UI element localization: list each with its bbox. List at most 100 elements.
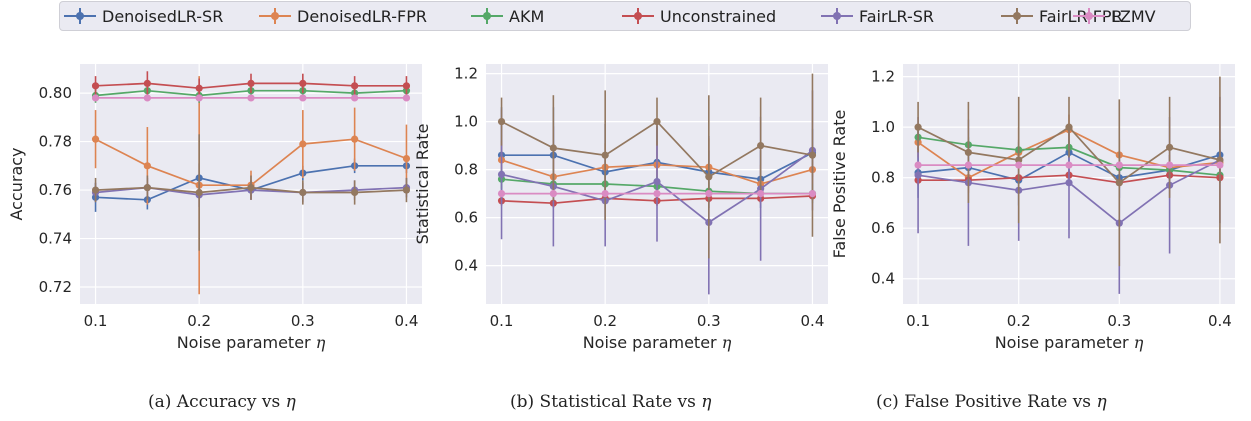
data-point <box>143 162 151 170</box>
data-point <box>653 118 661 126</box>
data-point <box>964 161 972 169</box>
legend-item-akm: AKM <box>471 2 544 30</box>
series-lzmv <box>914 161 1224 169</box>
data-point <box>1216 161 1224 169</box>
data-point <box>914 123 922 131</box>
data-point <box>1015 161 1023 169</box>
data-point <box>914 161 922 169</box>
y-tick-label: 1.0 <box>871 118 895 136</box>
caption-symbol: η <box>701 392 712 412</box>
legend-swatch <box>259 2 291 30</box>
x-tick-label: 0.3 <box>697 312 721 330</box>
data-point <box>757 190 765 198</box>
data-point <box>351 94 359 102</box>
legend-item-lzmv: LZMV <box>1073 2 1156 30</box>
legend-label: DenoisedLR-FPR <box>297 6 427 26</box>
x-tick-label: 0.2 <box>593 312 617 330</box>
data-point <box>143 94 151 102</box>
x-axis-label: Noise parameter η <box>995 333 1144 352</box>
data-point <box>914 171 922 179</box>
series-lzmv <box>497 190 817 198</box>
statistical-rate-chart: 0.4 0.6 0.8 1.0 1.2 0.1 0.2 0.3 0.4 Noise paramet… <box>413 64 828 352</box>
legend-item-denoisedlr-fpr: DenoisedLR-FPR <box>259 2 427 30</box>
data-point <box>402 186 411 194</box>
legend-label: AKM <box>509 6 545 26</box>
chart-legend: DenoisedLR-SR DenoisedLR-FPR AKM Unconstrai… <box>59 1 1191 31</box>
data-point <box>91 82 100 90</box>
data-point <box>808 190 817 198</box>
data-point <box>1166 161 1174 169</box>
data-point <box>91 186 100 194</box>
false-positive-rate-chart: 0.4 0.6 0.8 1.0 1.2 0.1 0.2 0.3 0.4 Noise paramet… <box>830 64 1235 352</box>
legend-label: FairLR-SR <box>859 6 934 26</box>
x-tick-label: 0.4 <box>1208 312 1232 330</box>
data-point <box>1065 179 1073 187</box>
data-point <box>402 82 411 90</box>
data-point <box>195 188 203 197</box>
caption-text: (c) False Positive Rate vs <box>876 392 1097 412</box>
data-point <box>351 188 359 197</box>
data-point <box>299 79 307 87</box>
caption-symbol: η <box>285 392 296 412</box>
x-axis-label: Noise parameter η <box>177 333 326 352</box>
x-tick-label: 0.3 <box>291 312 315 330</box>
data-point <box>351 82 359 90</box>
data-point <box>143 184 151 192</box>
data-point <box>91 94 100 102</box>
data-point <box>143 79 151 87</box>
legend-item-fairlr-sr: FairLR-SR <box>821 2 934 30</box>
x-tick-label: 0.4 <box>801 312 825 330</box>
legend-swatch <box>64 2 96 30</box>
data-point <box>705 173 713 181</box>
legend-swatch <box>1073 2 1105 30</box>
data-point <box>91 135 100 143</box>
caption-text: (a) Accuracy vs <box>148 392 286 412</box>
legend-swatch <box>471 2 503 30</box>
data-point <box>1065 123 1073 131</box>
x-tick-label: 0.1 <box>906 312 930 330</box>
x-axis-label: Noise parameter η <box>583 333 732 352</box>
y-tick-label: 0.74 <box>39 230 72 248</box>
data-point <box>497 190 506 198</box>
caption-statistical-rate: (b) Statistical Rate vs η <box>510 392 711 412</box>
legend-item-denoisedlr-sr: DenoisedLR-SR <box>64 2 223 30</box>
data-point <box>549 144 557 152</box>
data-point <box>601 190 609 198</box>
data-point <box>402 154 411 163</box>
series-fairlr-fpr <box>497 73 817 259</box>
x-tick-label: 0.1 <box>84 312 108 330</box>
y-tick-label: 0.6 <box>454 209 478 227</box>
data-point <box>549 190 557 198</box>
data-point <box>247 184 255 192</box>
y-axis-label: False Positive Rate <box>830 110 849 259</box>
data-point <box>705 190 713 198</box>
data-point <box>1115 179 1123 187</box>
legend-swatch <box>622 2 654 30</box>
data-point <box>964 148 972 157</box>
data-point <box>247 94 255 102</box>
data-point <box>299 188 307 197</box>
x-tick-label: 0.2 <box>187 312 211 330</box>
caption-symbol: η <box>1096 392 1107 412</box>
x-tick-label: 0.4 <box>395 312 419 330</box>
data-point <box>808 151 817 159</box>
y-tick-label: 0.80 <box>39 84 72 102</box>
data-point <box>247 79 255 87</box>
y-tick-label: 1.2 <box>454 65 478 83</box>
series-unconstrained <box>91 71 411 98</box>
data-point <box>653 178 661 186</box>
data-point <box>653 190 661 198</box>
data-point <box>1166 143 1174 151</box>
data-point <box>1065 161 1073 169</box>
data-point <box>497 170 506 178</box>
data-point <box>757 142 765 150</box>
y-tick-label: 0.4 <box>871 270 895 288</box>
legend-swatch <box>821 2 853 30</box>
data-point <box>1115 161 1123 169</box>
data-point <box>351 135 359 143</box>
caption-false-positive-rate: (c) False Positive Rate vs η <box>876 392 1107 412</box>
series-fairlr-fpr <box>914 76 1224 267</box>
y-tick-label: 0.78 <box>39 133 72 151</box>
y-tick-label: 0.72 <box>39 278 72 296</box>
data-point <box>195 84 203 92</box>
